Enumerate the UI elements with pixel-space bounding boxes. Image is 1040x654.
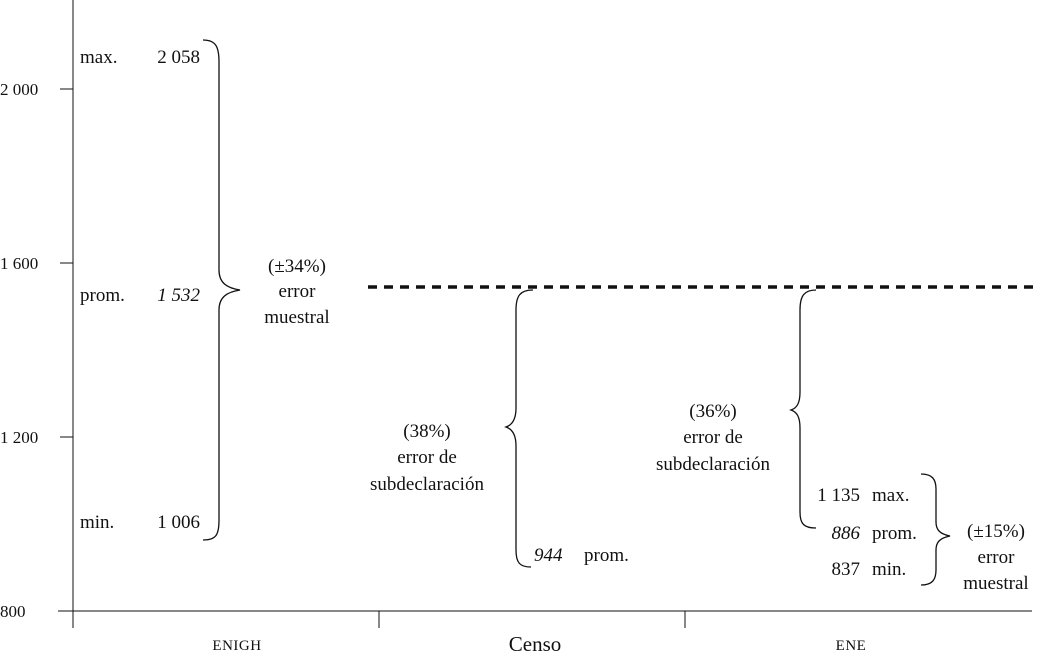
ene-min-label: min. <box>872 559 906 580</box>
ene-sample-annotation-1: (±15%) <box>967 521 1025 542</box>
y-tick-label-2: 1 600 <box>0 254 38 273</box>
y-ticks: 800 1 200 1 600 2 000 <box>0 80 73 621</box>
enigh-min-value: 1 006 <box>157 512 200 533</box>
ene-group: (36%) error de subdeclaración 1 135 max.… <box>656 289 1029 594</box>
ene-sample-curly-brace <box>920 473 951 586</box>
ene-sample-annotation-2: error <box>978 547 1016 568</box>
ene-min-value: 837 <box>832 559 861 580</box>
ene-max-value: 1 135 <box>817 485 860 506</box>
ene-subdecl-annotation-2: error de <box>683 427 743 448</box>
ene-sample-annotation-3: muestral <box>963 573 1028 594</box>
ene-subdecl-annotation-3: subdeclaración <box>656 454 770 475</box>
enigh-avg-label: prom. <box>80 285 125 306</box>
enigh-annotation-2: error <box>279 281 317 302</box>
enigh-group: max. 2 058 prom. 1 532 min. 1 006 (±34%)… <box>80 39 330 541</box>
enigh-max-label: max. <box>80 47 117 68</box>
enigh-avg-value: 1 532 <box>157 285 200 306</box>
censo-annotation-1: (38%) <box>403 421 450 442</box>
enigh-curly-brace <box>202 39 241 541</box>
ene-max-label: max. <box>872 485 909 506</box>
y-tick-label-3: 2 000 <box>0 80 38 99</box>
enigh-max-value: 2 058 <box>157 47 200 68</box>
enigh-annotation-3: muestral <box>264 307 329 328</box>
censo-avg-label: prom. <box>584 545 629 566</box>
category-label-ene: ENE <box>836 638 867 654</box>
category-label-censo: Censo <box>509 632 562 654</box>
ene-avg-value: 886 <box>832 523 861 544</box>
censo-group: (38%) error de subdeclaración 944 prom. <box>370 289 629 568</box>
censo-annotation-2: error de <box>397 447 457 468</box>
ene-subdecl-curly-brace <box>788 289 817 529</box>
censo-avg-value: 944 <box>534 545 563 566</box>
ene-avg-label: prom. <box>872 523 917 544</box>
enigh-min-label: min. <box>80 512 114 533</box>
censo-curly-brace <box>503 289 534 568</box>
ene-subdecl-annotation-1: (36%) <box>689 401 736 422</box>
y-tick-label-0: 800 <box>0 602 26 621</box>
category-label-enigh: ENIGH <box>212 638 261 654</box>
censo-annotation-3: subdeclaración <box>370 474 484 495</box>
enigh-annotation-1: (±34%) <box>268 256 326 277</box>
y-tick-label-1: 1 200 <box>0 428 38 447</box>
